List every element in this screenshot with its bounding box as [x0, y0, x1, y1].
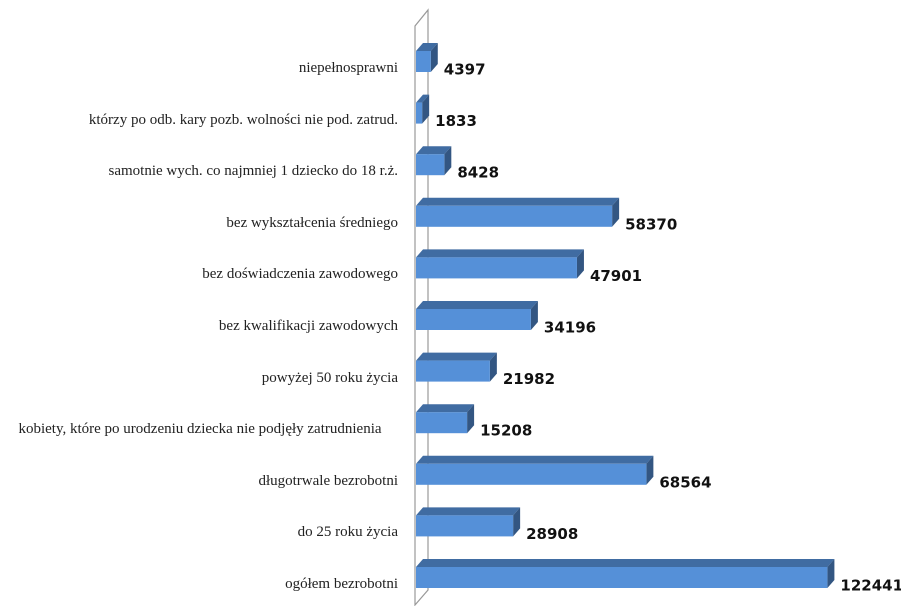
bar-end [612, 197, 620, 227]
value-label: 28908 [526, 525, 578, 543]
bar-front [416, 567, 828, 588]
bar-top [416, 197, 620, 206]
bar-top [416, 249, 584, 258]
axis-wall [414, 8, 429, 606]
value-label: 34196 [544, 319, 596, 337]
category-label: samotnie wych. co najmniej 1 dziecko do … [108, 163, 398, 180]
bar-top [416, 301, 538, 309]
bar-end [467, 404, 475, 434]
bar-end [530, 301, 538, 330]
bar [416, 507, 521, 537]
bar [416, 559, 835, 588]
value-label: 68564 [659, 473, 711, 491]
bar-top [416, 352, 497, 361]
bar [416, 301, 538, 330]
bar-front [416, 463, 647, 485]
bar-front [416, 51, 431, 72]
bar-front [416, 360, 490, 382]
bar-end [422, 94, 430, 124]
bar-top [416, 146, 452, 155]
category-label: bez doświadczenia zawodowego [202, 266, 398, 283]
category-label: powyżej 50 roku życia [261, 369, 398, 386]
bar-end [576, 249, 584, 279]
bar-top [416, 455, 654, 464]
value-label: 47901 [590, 267, 642, 285]
bar-top [416, 559, 835, 567]
bar-top [416, 404, 475, 413]
category-label: niepełnosprawni [298, 60, 398, 76]
bar-front [416, 205, 613, 227]
bar [416, 146, 452, 176]
bar-front [416, 309, 531, 330]
value-label: 15208 [480, 422, 532, 440]
category-label: do 25 roku życia [297, 524, 398, 541]
category-label: kobiety, które po urodzeniu dziecka nie … [18, 421, 382, 438]
category-label: długotrwale bezrobotni [258, 472, 398, 489]
bar-top [416, 507, 521, 516]
bar [416, 197, 620, 227]
bar-top [416, 43, 438, 51]
value-label: 21982 [503, 370, 555, 388]
bar-end [489, 352, 497, 382]
bar [416, 404, 475, 434]
value-label: 58370 [625, 215, 677, 233]
bar-front [416, 515, 514, 537]
bar-front [416, 412, 468, 434]
bar-front [416, 257, 577, 279]
bar-front [416, 154, 445, 176]
value-label: 8428 [457, 164, 499, 182]
bar-end [513, 507, 521, 537]
bar [416, 94, 430, 124]
bar-end [646, 455, 654, 485]
category-label: którzy po odb. kary pozb. wolności nie p… [88, 111, 398, 128]
value-label: 4397 [444, 61, 486, 79]
bar [416, 249, 584, 279]
bar-end [827, 559, 835, 588]
category-label: bez kwalifikacji zawodowych [218, 318, 398, 334]
bar [416, 455, 654, 485]
bar-front [416, 102, 423, 124]
value-label: 122441 [840, 577, 901, 595]
bar [416, 352, 497, 382]
category-label: ogółem bezrobotni [285, 576, 398, 592]
bar-end [430, 43, 438, 72]
bar [416, 43, 438, 72]
value-label: 1833 [435, 112, 477, 130]
bar-end [444, 146, 452, 176]
bar-top [416, 94, 430, 103]
category-label: bez wykształcenia średniego [226, 214, 398, 231]
